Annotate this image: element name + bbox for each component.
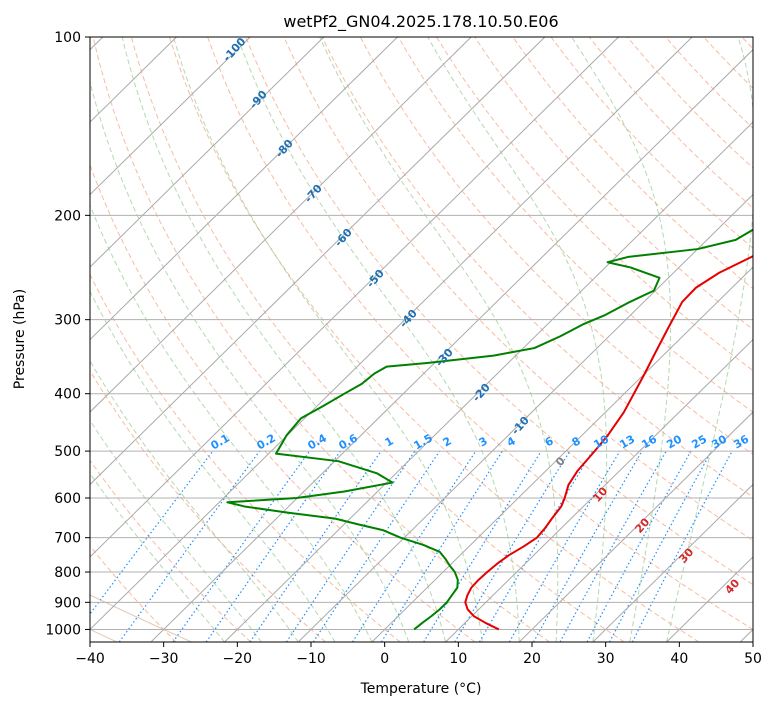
x-tick-label: −30 [149,651,179,667]
y-tick-label: 500 [54,444,81,460]
x-tick-label: 0 [380,651,389,667]
data-series [226,228,753,631]
dry-adiabat-line [92,37,550,642]
x-tick-label: 50 [744,651,762,667]
isotherm-line [90,37,693,631]
dry-adiabat-line [398,37,753,413]
dry-adiabat-line [130,37,625,642]
isotherm-line [518,411,753,642]
background-lines [90,37,753,642]
moist-adiabat-line [90,290,336,642]
mixing-ratio-line [559,450,667,642]
x-tick-label: −10 [296,651,326,667]
mixing-ratio-line [423,450,542,642]
plot-frame [89,36,754,643]
dry-adiabat-line [588,37,753,209]
moist-adiabat-line [90,203,373,642]
y-tick-label: 600 [54,491,81,507]
x-axis-ticks: −40 −30 −20 −10 0 10 20 30 40 50 [75,642,762,667]
dry-adiabat-line [90,273,401,642]
dry-adiabat-line [474,37,753,330]
y-tick-label: 100 [54,30,81,46]
dry-adiabat-line [245,37,753,586]
y-tick-label: 900 [54,595,81,611]
mixing-ratio-line [249,450,382,642]
isotherm-line [90,37,325,268]
isotherm-line [90,37,251,196]
dry-adiabat-line [550,37,753,249]
dewpoint-profile-line [226,228,753,631]
mixing-ratio-line [478,450,594,642]
mixing-ratio-line [454,450,571,642]
x-tick-label: 40 [670,651,688,667]
isotherm-line [371,266,753,642]
chart-title: wetPf2_GN04.2025.178.10.50.E06 [283,12,558,32]
dry-adiabat-line [90,163,476,642]
y-tick-label: 200 [54,208,81,224]
dry-adiabat-line [207,37,753,631]
moist-adiabat-line [237,37,520,642]
isotherm-line [90,37,472,413]
x-tick-label: 10 [449,651,467,667]
y-tick-label: 400 [54,387,81,403]
moist-adiabat-line [90,79,410,642]
dry-adiabat-line [436,37,753,372]
isotherm-line [445,338,753,642]
moist-adiabat-line [319,37,559,642]
mixing-ratio-line [118,450,261,642]
mixing-ratio-line [352,450,477,642]
x-axis-label: Temperature (°C) [360,681,482,697]
y-tick-label: 800 [54,565,81,581]
y-axis-ticks: 100 200 300 400 500 600 700 800 900 1000 [45,30,90,638]
y-tick-label: 700 [54,531,81,547]
mixing-ratio-line [586,450,692,642]
mixing-ratio-line [172,450,311,642]
isotherm-line [592,483,753,642]
dry-adiabat-line [90,459,252,642]
dry-adiabat-line [169,37,700,642]
moist-adiabat-line [666,37,753,642]
isotherm-line [90,37,546,486]
isotherm-line [150,48,753,642]
moist-adiabat-line [172,37,483,642]
mixing-ratio-line [508,450,621,642]
moist-adiabat-line [571,37,672,642]
temperature-profile-line [464,255,753,631]
y-axis-label: Pressure (hPa) [12,289,28,389]
x-tick-label: 30 [597,651,615,667]
y-tick-label: 300 [54,313,81,329]
mixing-ratio-line [380,450,503,642]
isotherm-line [224,121,753,642]
mixing-ratio-line [205,450,341,642]
x-tick-label: 20 [523,651,541,667]
x-tick-label: −40 [75,651,105,667]
y-tick-label: 1000 [45,622,81,638]
isotherm-line [90,37,619,558]
mixing-ratio-line [609,450,712,642]
isotherm-line [297,193,753,642]
x-tick-label: −20 [223,651,253,667]
moist-adiabat-line [427,37,608,642]
moist-adiabat-line [121,37,447,642]
dry-adiabat-line [90,369,326,642]
dry-adiabat-line [283,37,753,542]
